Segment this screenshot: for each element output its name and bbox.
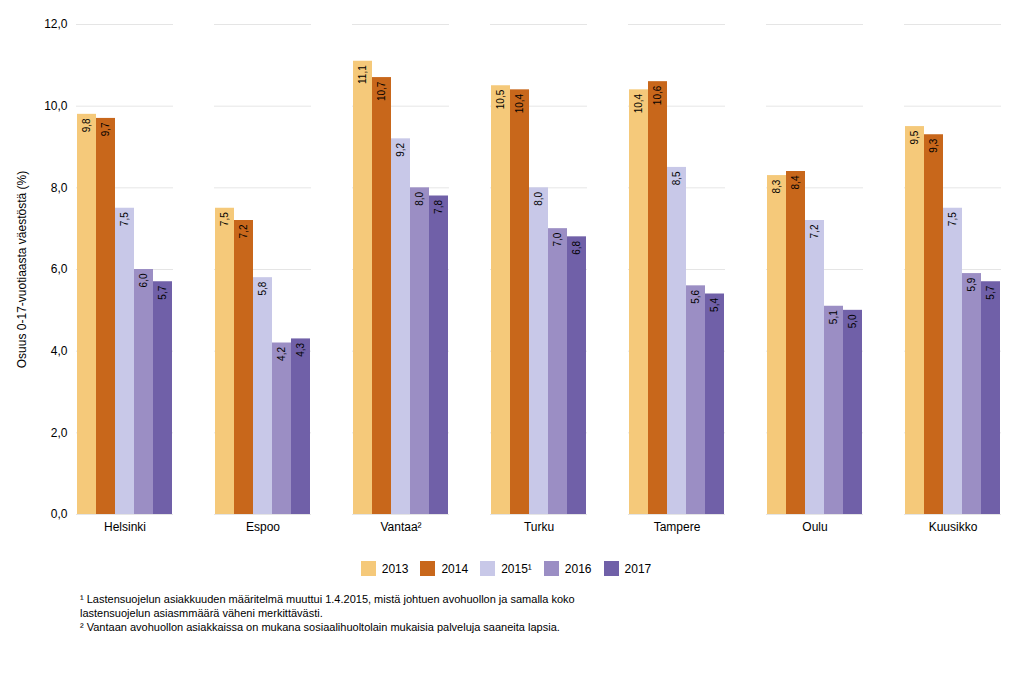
svg-text:5,1: 5,1 — [828, 310, 839, 324]
svg-text:7,5: 7,5 — [947, 212, 958, 226]
svg-text:7,8: 7,8 — [433, 200, 444, 214]
svg-text:5,9: 5,9 — [966, 277, 977, 291]
svg-text:7,2: 7,2 — [238, 224, 249, 238]
svg-text:9,3: 9,3 — [928, 138, 939, 152]
svg-text:10,7: 10,7 — [376, 81, 387, 101]
svg-text:9,7: 9,7 — [100, 122, 111, 136]
svg-text:5,6: 5,6 — [690, 289, 701, 303]
svg-text:Kuusikko: Kuusikko — [929, 520, 978, 534]
svg-text:5,7: 5,7 — [985, 285, 996, 299]
svg-text:Tampere: Tampere — [654, 520, 701, 534]
svg-text:5,7: 5,7 — [157, 285, 168, 299]
svg-text:6,0: 6,0 — [51, 262, 68, 276]
svg-text:4,3: 4,3 — [295, 342, 306, 356]
svg-text:0,0: 0,0 — [51, 507, 68, 521]
svg-text:Osuus 0-17-vuotiaasta väestöst: Osuus 0-17-vuotiaasta väestöstä (%) — [15, 171, 29, 368]
svg-text:8,0: 8,0 — [414, 191, 425, 205]
svg-text:10,5: 10,5 — [495, 89, 506, 109]
svg-text:10,4: 10,4 — [633, 93, 644, 113]
svg-text:6,0: 6,0 — [138, 273, 149, 287]
svg-text:Espoo: Espoo — [246, 520, 280, 534]
svg-text:9,8: 9,8 — [81, 118, 92, 132]
svg-text:5,0: 5,0 — [847, 314, 858, 328]
svg-text:10,4: 10,4 — [514, 93, 525, 113]
svg-text:7,0: 7,0 — [552, 232, 563, 246]
svg-text:Helsinki: Helsinki — [104, 520, 146, 534]
svg-text:12,0: 12,0 — [44, 17, 68, 31]
html-text:² Vantaan avohuollon asiakkais: ² Vantaan avohuollon asiakkaissa on muka… — [80, 621, 560, 633]
svg-text:6,8: 6,8 — [571, 240, 582, 254]
html-text:2013: 2013 — [381, 561, 409, 576]
html-text:¹ Lastensuojelun asiakkuuden m: ¹ Lastensuojelun asiakkuuden määritelmä … — [80, 593, 575, 605]
html-text:2014: 2014 — [441, 561, 469, 576]
svg-text:4,2: 4,2 — [276, 347, 287, 361]
svg-text:2,0: 2,0 — [51, 426, 68, 440]
svg-text:10,0: 10,0 — [44, 99, 68, 113]
svg-text:8,3: 8,3 — [771, 179, 782, 193]
svg-text:8,4: 8,4 — [790, 175, 801, 189]
svg-text:4,0: 4,0 — [51, 344, 68, 358]
svg-text:8,5: 8,5 — [671, 171, 682, 185]
svg-text:7,2: 7,2 — [809, 224, 820, 238]
svg-text:11,1: 11,1 — [357, 65, 368, 84]
svg-text:Oulu: Oulu — [802, 520, 827, 534]
svg-text:7,5: 7,5 — [219, 212, 230, 226]
html-text:2015¹: 2015¹ — [501, 561, 532, 576]
svg-text:8,0: 8,0 — [533, 191, 544, 205]
svg-text:5,4: 5,4 — [709, 298, 720, 312]
html-text:lastensuojelun asiasmmäärä väh: lastensuojelun asiasmmäärä väheni merkit… — [80, 607, 323, 619]
svg-text:9,5: 9,5 — [909, 130, 920, 144]
svg-text:9,2: 9,2 — [395, 142, 406, 156]
html-text:2017: 2017 — [624, 561, 652, 576]
svg-text:Vantaa²: Vantaa² — [380, 520, 421, 534]
svg-text:5,8: 5,8 — [257, 281, 268, 295]
svg-text:10,6: 10,6 — [652, 85, 663, 105]
html-text:2016: 2016 — [564, 561, 592, 576]
svg-text:8,0: 8,0 — [51, 181, 68, 195]
svg-text:7,5: 7,5 — [119, 212, 130, 226]
svg-text:Turku: Turku — [524, 520, 554, 534]
